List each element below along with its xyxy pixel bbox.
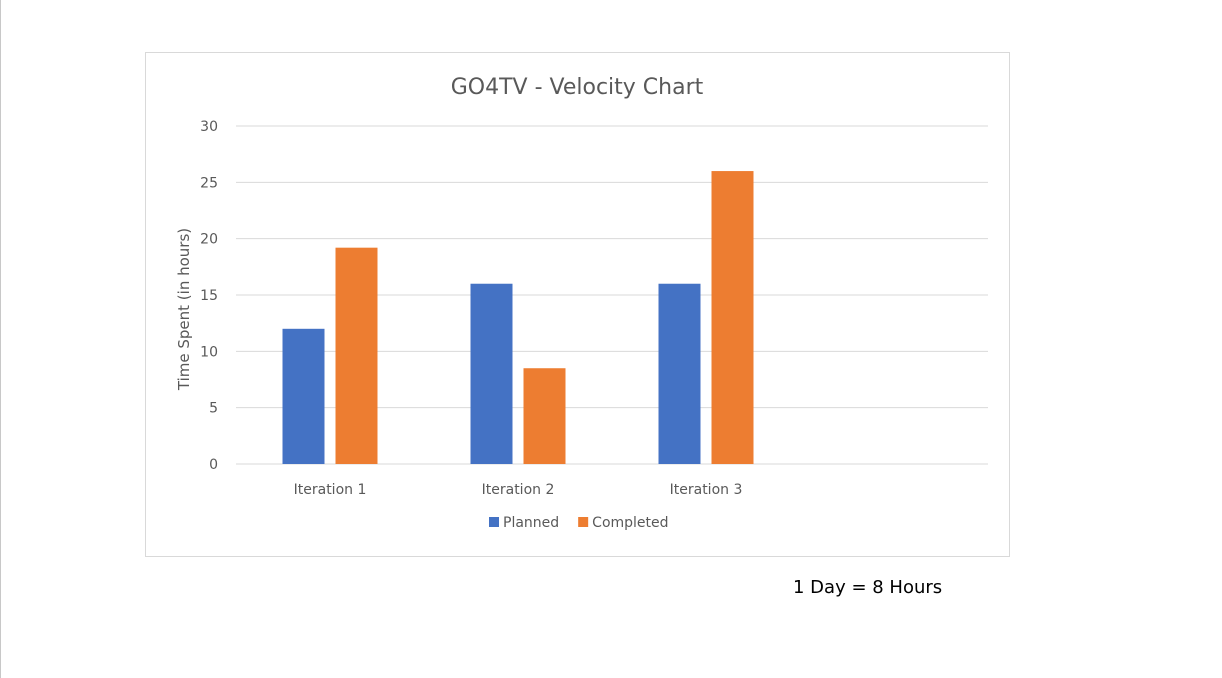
chart-area: GO4TV - Velocity Chart Time Spent (in ho… [145,52,1010,557]
x-tick-label: Iteration 1 [294,482,367,498]
y-tick-label: 20 [200,232,218,248]
bar-planned-3 [658,283,701,464]
y-tick-label: 15 [200,288,218,304]
x-tick-label: Iteration 2 [482,482,555,498]
y-tick-label: 10 [200,344,218,360]
y-tick-label: 30 [200,119,218,135]
legend-swatch-completed [578,517,589,527]
bar-completed-1 [335,247,378,464]
velocity-chart: GO4TV - Velocity Chart Time Spent (in ho… [175,75,988,531]
y-tick-label: 5 [209,401,218,417]
legend-label-completed: Completed [592,515,668,531]
y-tick-label: 25 [200,175,218,191]
y-axis-ticks: 0 5 10 15 20 25 30 [200,119,218,473]
legend-swatch-planned [489,517,499,527]
page-edge-line [0,0,1,678]
legend: Planned Completed [489,515,669,531]
bar-completed-2 [523,368,566,464]
bars [282,171,754,465]
x-axis-ticks: Iteration 1 Iteration 2 Iteration 3 [294,482,743,498]
y-tick-label: 0 [209,457,218,473]
bar-planned-1 [282,328,325,464]
chart-title: GO4TV - Velocity Chart [451,75,704,100]
bar-completed-3 [711,171,754,465]
legend-label-planned: Planned [503,515,559,531]
bar-planned-2 [470,283,513,464]
y-axis-title: Time Spent (in hours) [175,228,193,391]
note-text: 1 Day = 8 Hours [793,577,943,598]
x-tick-label: Iteration 3 [670,482,743,498]
